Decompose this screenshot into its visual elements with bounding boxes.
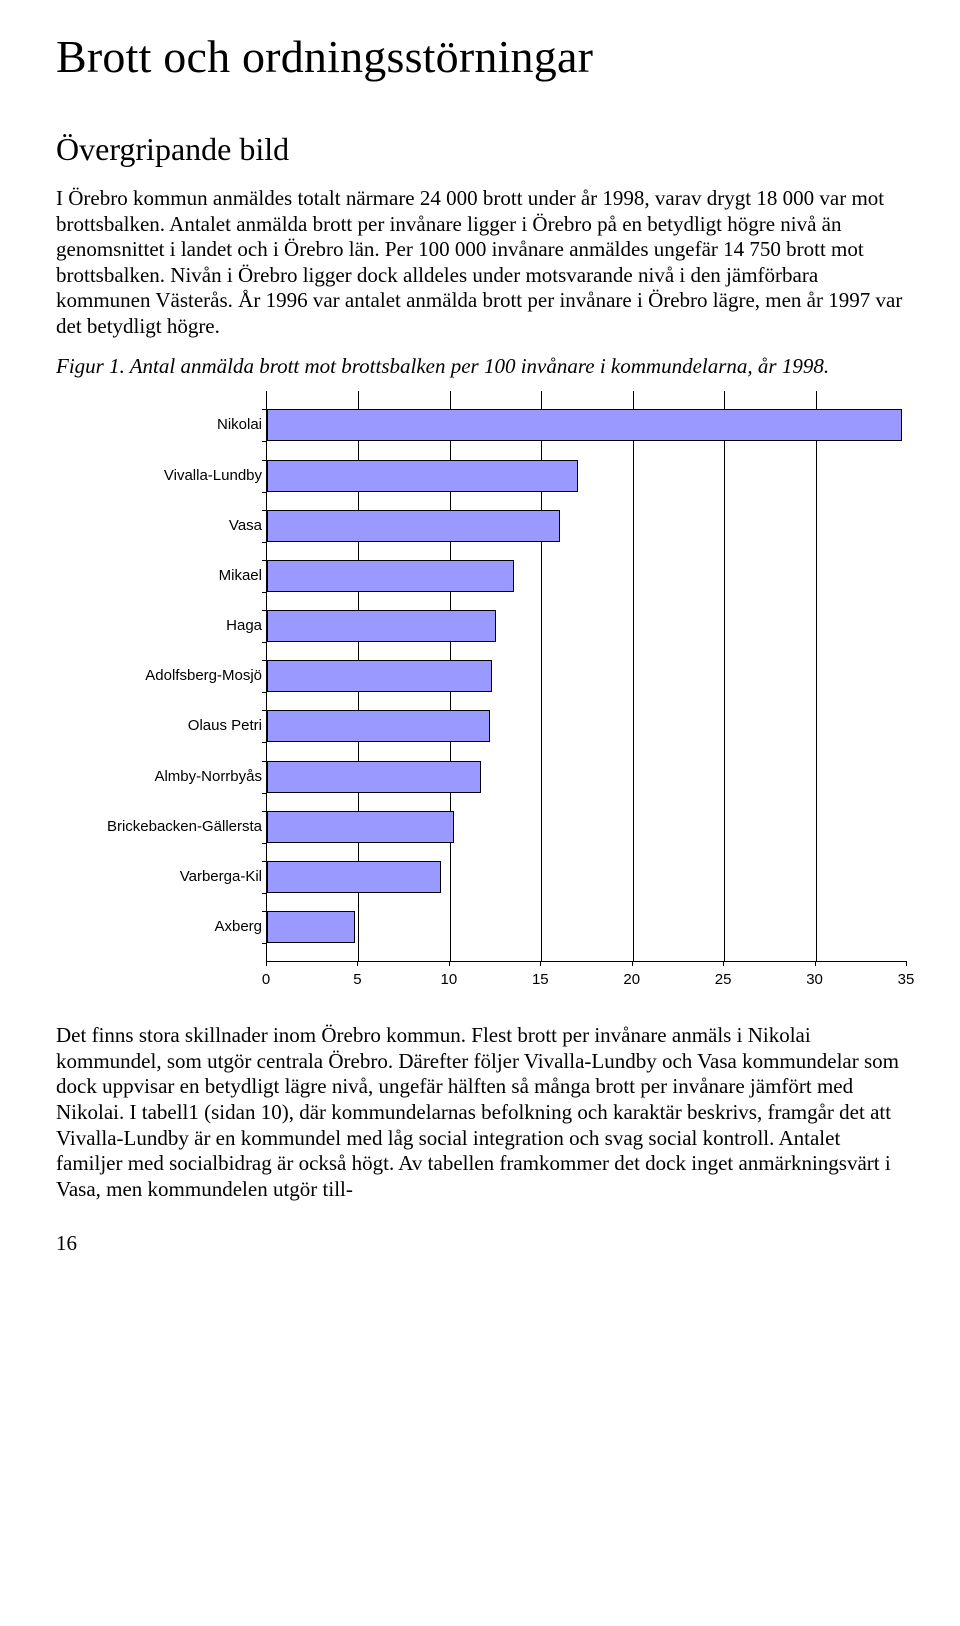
chart-category-label: Almby-Norrbyås: [62, 768, 262, 785]
chart-category-label: Adolfsberg-Mosjö: [62, 668, 262, 685]
chart-y-tick: [262, 510, 267, 511]
figure-caption: Figur 1. Antal anmälda brott mot brottsb…: [56, 354, 904, 380]
crime-chart: 05101520253035NikolaiVivalla-LundbyVasaM…: [56, 391, 904, 1001]
chart-y-tick: [262, 660, 267, 661]
chart-x-tick: [906, 961, 907, 966]
chart-y-tick: [262, 911, 267, 912]
chart-y-tick: [262, 811, 267, 812]
chart-bar: [267, 761, 481, 793]
chart-gridline: [633, 391, 634, 961]
chart-y-tick: [262, 692, 267, 693]
chart-y-tick: [262, 642, 267, 643]
chart-y-tick: [262, 460, 267, 461]
chart-bar: [267, 610, 496, 642]
chart-category-label: Vasa: [62, 517, 262, 534]
chart-x-tick-label: 15: [532, 971, 549, 988]
chart-category-label: Haga: [62, 618, 262, 635]
chart-x-tick: [632, 961, 633, 966]
chart-gridline: [724, 391, 725, 961]
chart-bar: [267, 460, 578, 492]
chart-x-tick-label: 5: [353, 971, 361, 988]
chart-bar: [267, 660, 492, 692]
chart-y-tick: [262, 943, 267, 944]
chart-x-tick-label: 0: [262, 971, 270, 988]
chart-x-tick: [540, 961, 541, 966]
chart-y-tick: [262, 560, 267, 561]
chart-bar: [267, 911, 355, 943]
chart-category-label: Mikael: [62, 568, 262, 585]
chart-gridline: [816, 391, 817, 961]
chart-y-tick: [262, 409, 267, 410]
chart-x-tick-label: 30: [806, 971, 823, 988]
chart-category-label: Axberg: [62, 919, 262, 936]
chart-y-tick: [262, 861, 267, 862]
chart-y-tick: [262, 542, 267, 543]
chart-category-label: Nikolai: [62, 417, 262, 434]
chart-category-label: Vivalla-Lundby: [62, 467, 262, 484]
chart-bar: [267, 560, 514, 592]
chart-y-tick: [262, 893, 267, 894]
chart-x-tick: [357, 961, 358, 966]
chart-y-tick: [262, 610, 267, 611]
chart-y-tick: [262, 441, 267, 442]
chart-bar: [267, 409, 902, 441]
section-heading: Övergripande bild: [56, 131, 904, 168]
chart-x-tick-label: 20: [623, 971, 640, 988]
chart-x-tick: [449, 961, 450, 966]
chart-category-label: Varberga-Kil: [62, 869, 262, 886]
chart-y-tick: [262, 592, 267, 593]
chart-x-tick-label: 35: [898, 971, 915, 988]
chart-category-label: Olaus Petri: [62, 718, 262, 735]
chart-bar: [267, 510, 560, 542]
chart-y-tick: [262, 843, 267, 844]
chart-x-tick: [815, 961, 816, 966]
chart-bar: [267, 710, 490, 742]
chart-x-axis: [266, 961, 906, 962]
chart-x-tick: [723, 961, 724, 966]
chart-y-tick: [262, 742, 267, 743]
chart-x-tick: [266, 961, 267, 966]
chart-bar: [267, 811, 454, 843]
paragraph-1: I Örebro kommun anmäldes totalt närmare …: [56, 186, 904, 340]
chart-category-label: Brickebacken-Gällersta: [62, 819, 262, 836]
chart-y-tick: [262, 761, 267, 762]
chart-y-tick: [262, 710, 267, 711]
chart-x-tick-label: 25: [715, 971, 732, 988]
chart-y-tick: [262, 492, 267, 493]
page-title: Brott och ordningsstörningar: [56, 30, 904, 83]
page-number: 16: [56, 1231, 904, 1256]
chart-bar: [267, 861, 441, 893]
chart-x-tick-label: 10: [441, 971, 458, 988]
chart-plot-area: [266, 391, 906, 961]
chart-y-tick: [262, 793, 267, 794]
paragraph-2: Det finns stora skillnader inom Örebro k…: [56, 1023, 904, 1202]
